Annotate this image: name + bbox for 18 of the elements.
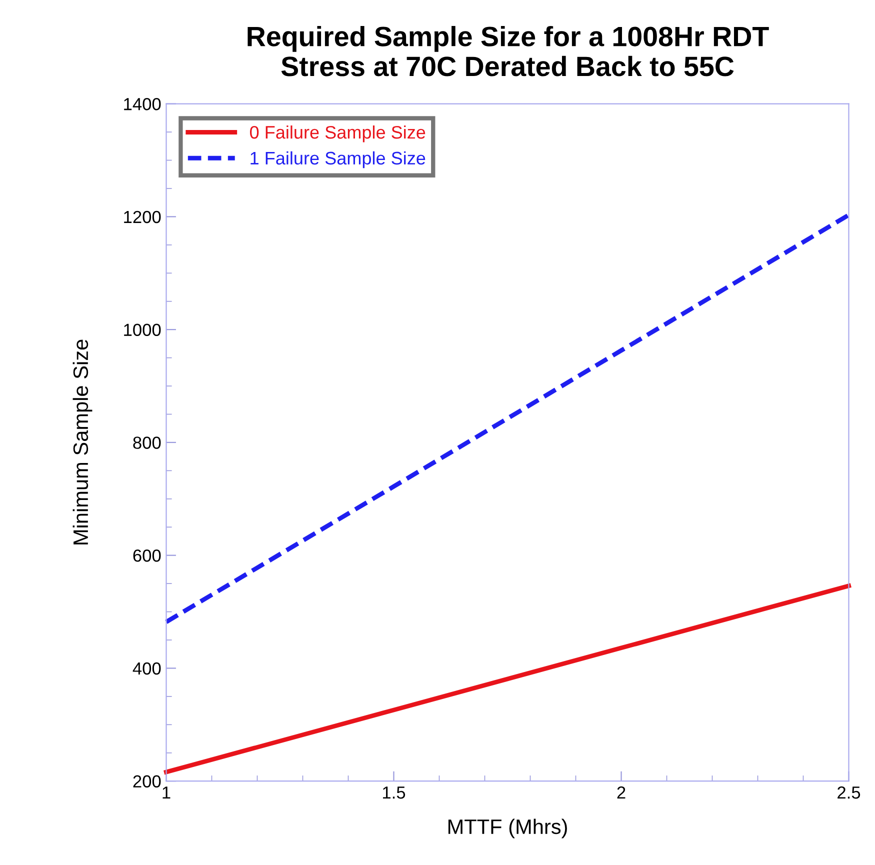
x-tick-label: 2	[617, 786, 626, 799]
legend-label: 1 Failure Sample Size	[250, 151, 426, 168]
y-tick-label: 1200	[124, 210, 161, 224]
line-series	[164, 212, 851, 624]
y-tick-label: 600	[133, 550, 161, 562]
x-axis-title: MTTF (Mhrs)	[448, 818, 567, 838]
y-tick-label: 200	[133, 775, 161, 788]
y-tick-label: 1400	[124, 98, 161, 110]
line-series	[164, 584, 851, 774]
chart-title: Required Sample Size for a 1008Hr RDT Stress at 70C Derated Back to 55C	[248, 26, 769, 76]
y-tick-label: 1000	[124, 324, 161, 336]
y-tick-label: 800	[133, 436, 161, 449]
y-tick-label: 400	[132, 662, 161, 675]
x-tick-label: 1	[162, 786, 170, 799]
x-tick-label: 1.5	[383, 786, 406, 799]
legend-label: 0 Failure Sample Size	[250, 125, 426, 142]
x-tick-label: 2.5	[838, 786, 860, 799]
y-axis-title: Minimum Sample Size	[72, 340, 92, 544]
